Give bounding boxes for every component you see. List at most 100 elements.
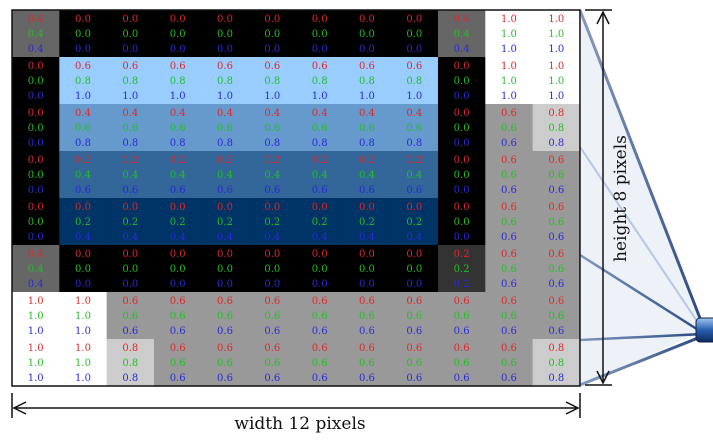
- pixel-swatch: [12, 57, 60, 105]
- camera-icon: [695, 317, 713, 343]
- pixel-swatch: [153, 245, 202, 293]
- channel-value-r: 0.2: [170, 155, 186, 166]
- channel-value-g: 0.4: [122, 170, 138, 181]
- channel-value-g: 0.6: [501, 170, 517, 181]
- channel-value-g: 0.4: [75, 170, 91, 181]
- channel-value-r: 0.0: [217, 202, 233, 213]
- pixel-swatch: [437, 151, 486, 199]
- channel-value-g: 0.2: [359, 217, 375, 228]
- channel-value-g: 0.6: [170, 311, 186, 322]
- pixel-swatch: [153, 198, 202, 246]
- channel-value-r: 1.0: [501, 61, 517, 72]
- channel-value-b: 0.0: [359, 44, 375, 55]
- pixel-swatch: [12, 245, 60, 293]
- channel-value-r: 0.0: [264, 14, 280, 25]
- pixel-cell: 0.4 0.4 0.4: [437, 10, 486, 58]
- pixel-cell: 0.4 0.6 0.8: [59, 104, 108, 152]
- channel-value-g: 0.2: [264, 217, 280, 228]
- pixel-cell: 1.0 1.0 1.0: [59, 292, 108, 340]
- channel-value-b: 0.6: [264, 185, 280, 196]
- channel-value-r: 1.0: [501, 14, 517, 25]
- channel-value-r: 0.0: [406, 249, 422, 260]
- channel-value-g: 0.0: [264, 264, 280, 275]
- pixel-cell: 0.2 0.4 0.6: [106, 151, 155, 199]
- channel-value-r: 0.0: [217, 249, 233, 260]
- channel-value-r: 1.0: [28, 343, 44, 354]
- height-dimension: [585, 9, 612, 386]
- pixel-cell: 0.0 0.0 0.0: [295, 10, 344, 58]
- channel-value-r: 0.6: [548, 249, 564, 260]
- channel-value-b: 0.6: [548, 185, 564, 196]
- channel-value-r: 0.2: [312, 155, 328, 166]
- channel-value-b: 0.0: [75, 279, 91, 290]
- channel-value-b: 0.6: [454, 326, 470, 337]
- pixel-swatch: [106, 151, 155, 199]
- pixel-swatch: [106, 292, 155, 340]
- channel-value-b: 0.6: [75, 185, 91, 196]
- channel-value-g: 0.0: [217, 264, 233, 275]
- channel-value-b: 0.4: [28, 279, 44, 290]
- channel-value-b: 0.8: [264, 138, 280, 149]
- pixel-cell: 0.8 0.8 0.8: [106, 339, 155, 387]
- channel-value-b: 0.6: [406, 373, 422, 384]
- channel-value-b: 0.6: [454, 373, 470, 384]
- channel-value-b: 1.0: [359, 91, 375, 102]
- channel-value-b: 0.0: [312, 44, 328, 55]
- channel-value-r: 1.0: [548, 61, 564, 72]
- pixel-swatch: [532, 104, 581, 152]
- pixel-cell: 0.0 0.0 0.0: [153, 10, 202, 58]
- channel-value-g: 0.6: [122, 123, 138, 134]
- channel-value-r: 0.6: [548, 202, 564, 213]
- pixel-cell: 0.6 0.8 1.0: [59, 57, 108, 105]
- channel-value-g: 0.8: [75, 76, 91, 87]
- channel-value-g: 0.8: [359, 76, 375, 87]
- pixel-swatch: [201, 57, 250, 105]
- pixel-swatch: [532, 151, 581, 199]
- channel-value-g: 1.0: [28, 358, 44, 369]
- channel-value-g: 1.0: [28, 311, 44, 322]
- channel-value-b: 0.6: [501, 232, 517, 243]
- channel-value-r: 0.0: [359, 249, 375, 260]
- channel-value-r: 0.6: [501, 108, 517, 119]
- channel-value-b: 0.4: [75, 232, 91, 243]
- pixel-cell: 0.0 0.0 0.0: [295, 245, 344, 293]
- pixel-swatch: [390, 10, 439, 58]
- channel-value-b: 1.0: [28, 373, 44, 384]
- pixel-cell: 0.6 0.6 0.6: [248, 292, 297, 340]
- channel-value-b: 0.4: [359, 232, 375, 243]
- channel-value-b: 0.0: [406, 279, 422, 290]
- channel-value-b: 0.6: [501, 138, 517, 149]
- channel-value-g: 0.4: [170, 170, 186, 181]
- pixel-swatch: [390, 104, 439, 152]
- channel-value-b: 0.0: [454, 185, 470, 196]
- channel-value-r: 0.6: [454, 296, 470, 307]
- pixel-swatch: [106, 10, 155, 58]
- width-caption: width 12 pixels: [234, 414, 366, 434]
- pixel-swatch: [295, 245, 344, 293]
- ray-top-right: [578, 9, 705, 327]
- channel-value-r: 0.0: [312, 249, 328, 260]
- channel-value-b: 1.0: [75, 373, 91, 384]
- channel-value-b: 1.0: [122, 91, 138, 102]
- channel-value-b: 1.0: [501, 91, 517, 102]
- channel-value-g: 0.0: [122, 29, 138, 40]
- channel-value-g: 0.6: [501, 217, 517, 228]
- channel-value-g: 0.2: [170, 217, 186, 228]
- channel-value-g: 0.8: [264, 76, 280, 87]
- channel-value-r: 0.0: [264, 202, 280, 213]
- channel-value-r: 0.2: [454, 249, 470, 260]
- pixel-cell: 0.4 0.6 0.8: [248, 104, 297, 152]
- pixel-cell: 0.2 0.2 0.2: [437, 245, 486, 293]
- channel-value-r: 0.4: [264, 108, 280, 119]
- channel-value-b: 0.6: [264, 373, 280, 384]
- channel-value-r: 0.0: [454, 155, 470, 166]
- pixel-cell: 0.0 0.2 0.4: [201, 198, 250, 246]
- channel-value-r: 0.0: [28, 202, 44, 213]
- pixel-swatch: [532, 10, 581, 58]
- pixel-swatch: [437, 104, 486, 152]
- channel-value-g: 0.4: [312, 170, 328, 181]
- channel-value-b: 0.0: [28, 185, 44, 196]
- pixel-swatch: [390, 198, 439, 246]
- pixel-cell: 0.6 0.6 0.6: [295, 339, 344, 387]
- pixel-cell: 0.2 0.4 0.6: [390, 151, 439, 199]
